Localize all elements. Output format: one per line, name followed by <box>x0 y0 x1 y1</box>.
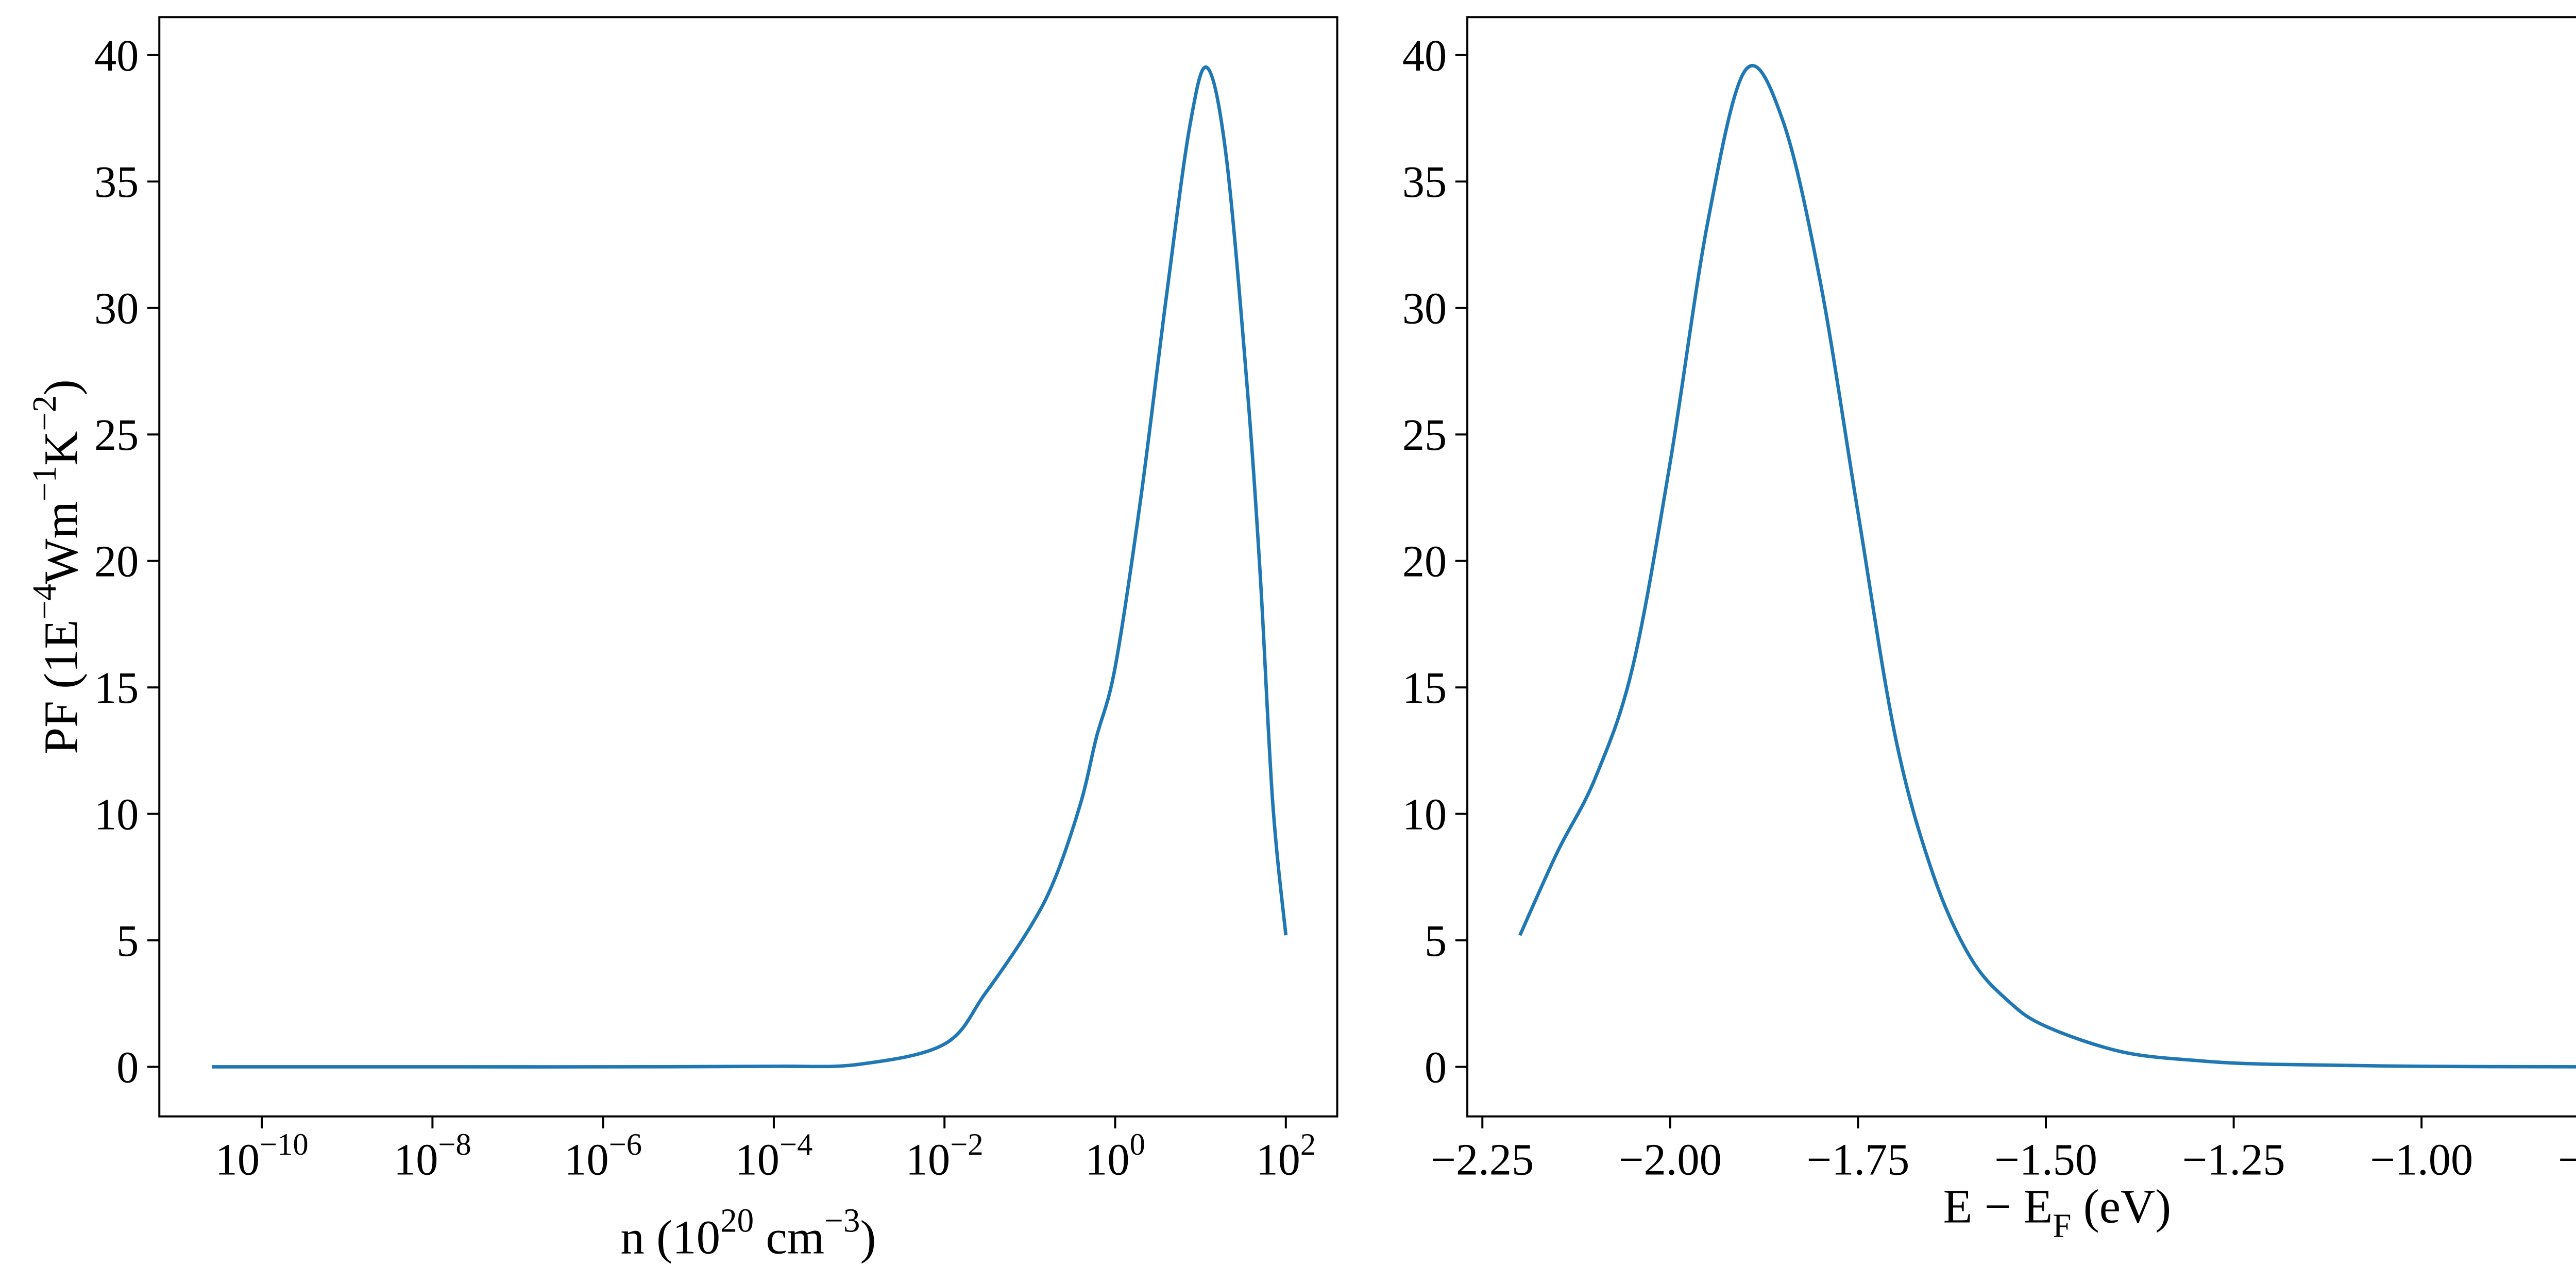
superscript: −8 <box>438 1127 471 1162</box>
y-tick-label: 20 <box>1402 537 1447 586</box>
superscript: −6 <box>609 1127 642 1162</box>
text-part: 10 <box>1085 1135 1129 1185</box>
x-tick-label: 10−6 <box>564 1127 642 1185</box>
x-tick-label: 10−4 <box>735 1127 813 1185</box>
text-part: 10 <box>735 1135 779 1185</box>
x-tick-label: −0.75 <box>2558 1135 2576 1185</box>
y-tick-label: 25 <box>94 410 139 460</box>
subscript: F <box>2053 1208 2071 1245</box>
y-tick-label: 5 <box>1425 916 1447 966</box>
line-series <box>1518 64 2576 1069</box>
text-part: E − E <box>1943 1180 2053 1234</box>
text-part: Wm <box>35 501 88 584</box>
y-tick-label: 35 <box>1402 157 1447 207</box>
x-tick-label: −1.75 <box>1806 1135 1909 1185</box>
y-tick-label: 15 <box>94 663 139 713</box>
x-axis-label: n (1020 cm−3) <box>620 1203 876 1264</box>
x-tick-label: −1.25 <box>2182 1135 2285 1185</box>
superscript: 0 <box>1130 1127 1145 1162</box>
superscript: −2 <box>26 395 63 431</box>
x-tick-label: −2.00 <box>1619 1135 1722 1185</box>
superscript: −2 <box>950 1127 983 1162</box>
text-part: 10 <box>215 1135 260 1185</box>
x-axis-label: E − EF (eV) <box>1943 1180 2172 1245</box>
text-part: 10 <box>564 1135 608 1185</box>
text-part: cm <box>754 1211 824 1264</box>
y-tick-label: 30 <box>1402 284 1447 333</box>
text-part: 10 <box>394 1135 438 1185</box>
x-tick-label: 10−2 <box>906 1127 984 1185</box>
y-tick-label: 35 <box>94 157 139 207</box>
x-tick-label: 10−8 <box>394 1127 471 1185</box>
superscript: −4 <box>779 1127 812 1162</box>
text-part: 10 <box>906 1135 950 1185</box>
y-axis-label: PF (1E−4Wm−1K−2) <box>26 379 88 754</box>
text-part: 10 <box>1256 1135 1300 1185</box>
text-part: ) <box>860 1211 876 1264</box>
text-part: ) <box>35 379 88 395</box>
x-tick-label: 100 <box>1085 1127 1145 1185</box>
plot-frame <box>158 16 1338 1118</box>
y-tick-label: 25 <box>1402 410 1447 460</box>
text-part: PF (1E <box>35 620 88 754</box>
y-tick-label: 0 <box>116 1042 139 1092</box>
superscript: −10 <box>260 1127 309 1162</box>
line-series <box>212 65 1288 1069</box>
y-tick-label: 0 <box>1425 1042 1447 1092</box>
x-tick-label: −1.50 <box>1994 1135 2097 1185</box>
text-part: n (10 <box>620 1211 720 1264</box>
y-tick-label: 20 <box>94 537 139 586</box>
superscript: 20 <box>720 1203 754 1240</box>
y-tick-label: 10 <box>94 789 139 839</box>
x-tick-label: 102 <box>1256 1127 1316 1185</box>
plot-frame <box>1466 16 2576 1118</box>
x-tick-label: −2.25 <box>1431 1135 1534 1185</box>
superscript: −4 <box>26 584 63 619</box>
y-tick-label: 5 <box>116 916 139 966</box>
superscript: −3 <box>824 1203 860 1240</box>
y-tick-label: 15 <box>1402 663 1447 713</box>
y-tick-label: 40 <box>1402 31 1447 80</box>
superscript: 2 <box>1300 1127 1316 1162</box>
superscript: −1 <box>26 466 63 501</box>
x-tick-label: −1.00 <box>2370 1135 2473 1185</box>
text-part: K <box>35 431 88 466</box>
y-tick-label: 10 <box>1402 789 1447 839</box>
x-tick-label: 10−10 <box>215 1127 309 1185</box>
y-tick-label: 40 <box>94 31 139 80</box>
y-tick-label: 30 <box>94 284 139 333</box>
text-part: (eV) <box>2071 1180 2171 1234</box>
